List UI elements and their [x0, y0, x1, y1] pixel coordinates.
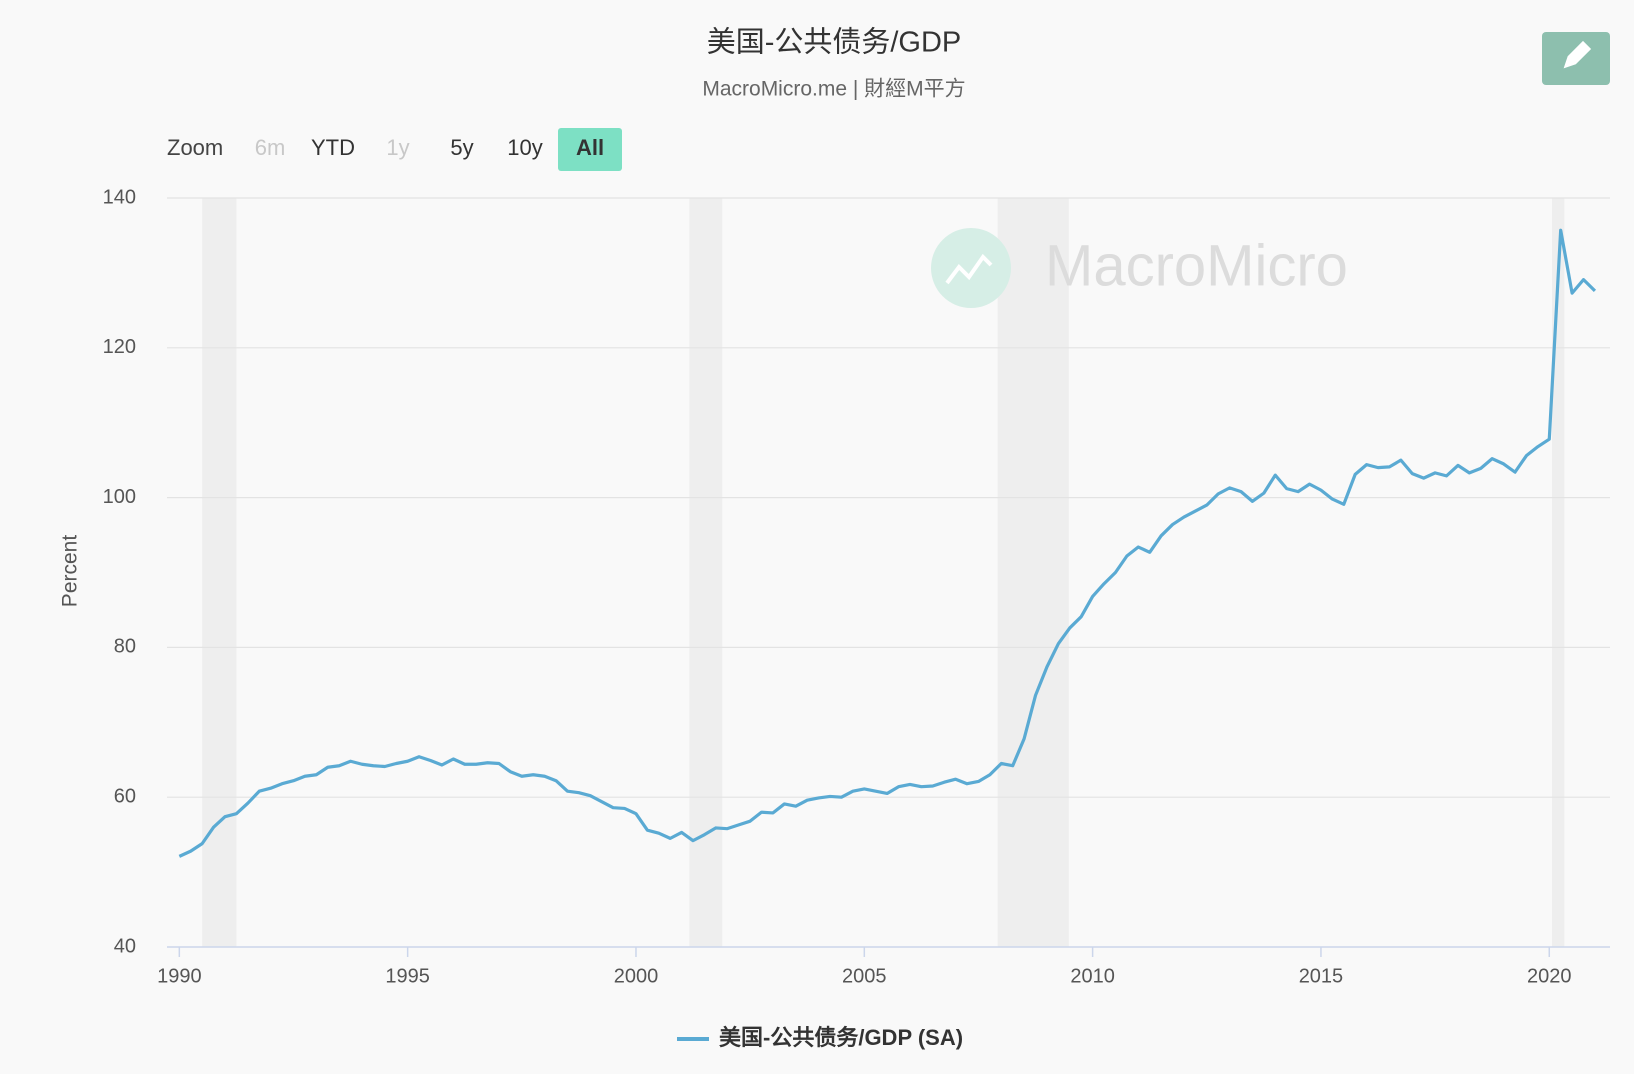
x-tick-label: 2010 — [1070, 965, 1115, 987]
x-tick-label: 2020 — [1527, 965, 1572, 987]
zoom-button[interactable]: YTD — [311, 135, 355, 160]
zoom-button: 6m — [255, 135, 286, 160]
zoom-button[interactable]: 10y — [507, 135, 542, 160]
x-tick-label: 2005 — [842, 965, 887, 987]
edit-button[interactable] — [1542, 32, 1610, 85]
y-tick-label: 80 — [114, 636, 136, 658]
data-line — [178, 228, 1597, 858]
y-tick-label: 100 — [103, 486, 136, 508]
zoom-label: Zoom — [167, 135, 223, 160]
edit-icon — [1563, 40, 1592, 69]
watermark: MacroMicro — [931, 228, 1348, 308]
y-tick-label: 120 — [103, 336, 136, 358]
zoom-button: 1y — [386, 135, 409, 160]
watermark-icon — [945, 253, 993, 285]
watermark-text: MacroMicro — [1045, 233, 1348, 298]
x-tick-label: 1995 — [385, 965, 430, 987]
x-tick-label: 1990 — [157, 965, 202, 987]
y-tick-label: 40 — [114, 935, 136, 957]
recession-band — [689, 198, 723, 947]
recession-band — [1552, 198, 1565, 947]
recession-band — [997, 198, 1069, 947]
y-tick-label: 60 — [114, 785, 136, 807]
zoom-button[interactable]: 5y — [450, 135, 473, 160]
chart-subtitle: MacroMicro.me | 財經M平方 — [702, 78, 965, 101]
x-tick-label: 2015 — [1299, 965, 1344, 987]
zoom-button[interactable]: All — [576, 135, 604, 160]
zoom-button-bg[interactable] — [558, 128, 622, 171]
watermark-logo — [931, 228, 1011, 308]
y-axis-title: Percent — [59, 535, 82, 608]
y-tick-label: 140 — [103, 186, 136, 208]
legend-label[interactable]: 美国-公共债务/GDP (SA) — [719, 1025, 963, 1050]
x-tick-label: 2000 — [614, 965, 659, 987]
chart-title: 美国-公共债务/GDP — [707, 26, 962, 59]
